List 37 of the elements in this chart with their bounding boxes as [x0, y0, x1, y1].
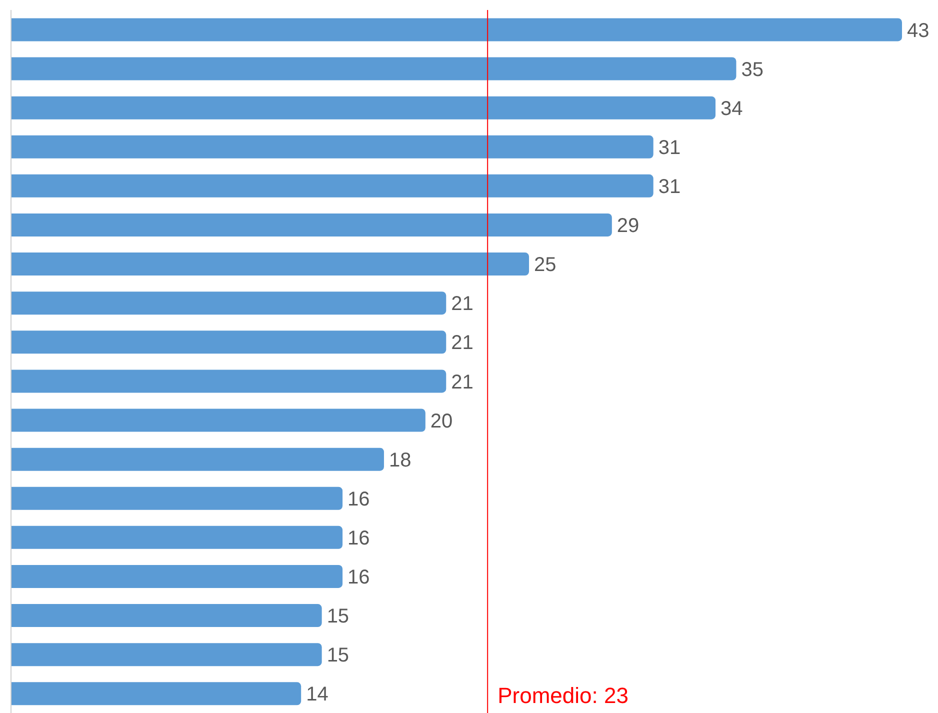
data-label: 18 [388, 449, 412, 472]
bar [11, 330, 446, 354]
bar [11, 643, 322, 666]
data-label: 34 [720, 98, 743, 120]
data-label: 31 [658, 176, 681, 198]
data-label: 25 [534, 254, 556, 276]
data-label: 14 [306, 684, 328, 706]
bar [11, 135, 654, 158]
bar [11, 408, 426, 432]
bar [11, 18, 902, 42]
data-label: 15 [326, 606, 350, 628]
data-label: 29 [616, 215, 640, 238]
data-label: 31 [658, 136, 681, 159]
bar [11, 57, 736, 80]
data-label: 15 [326, 644, 350, 667]
bar [11, 486, 343, 510]
bar [11, 604, 322, 628]
data-label: 35 [741, 58, 764, 81]
bar [11, 96, 716, 120]
data-label: 43 [907, 20, 930, 42]
ref-line-label: Promedio: 23 [498, 683, 628, 708]
bar [11, 448, 384, 471]
data-label: 16 [348, 528, 370, 550]
data-label: 16 [348, 488, 370, 510]
bar [11, 213, 612, 236]
bar [11, 682, 302, 706]
data-label: 16 [348, 566, 370, 589]
data-label: 21 [451, 332, 474, 354]
bar [11, 292, 446, 315]
data-label: 20 [430, 410, 453, 432]
bar [11, 526, 343, 549]
data-label: 21 [451, 371, 474, 394]
bar [11, 174, 654, 198]
bar [11, 252, 530, 276]
bar [11, 564, 343, 588]
bar [11, 370, 446, 393]
data-label: 21 [451, 293, 474, 316]
